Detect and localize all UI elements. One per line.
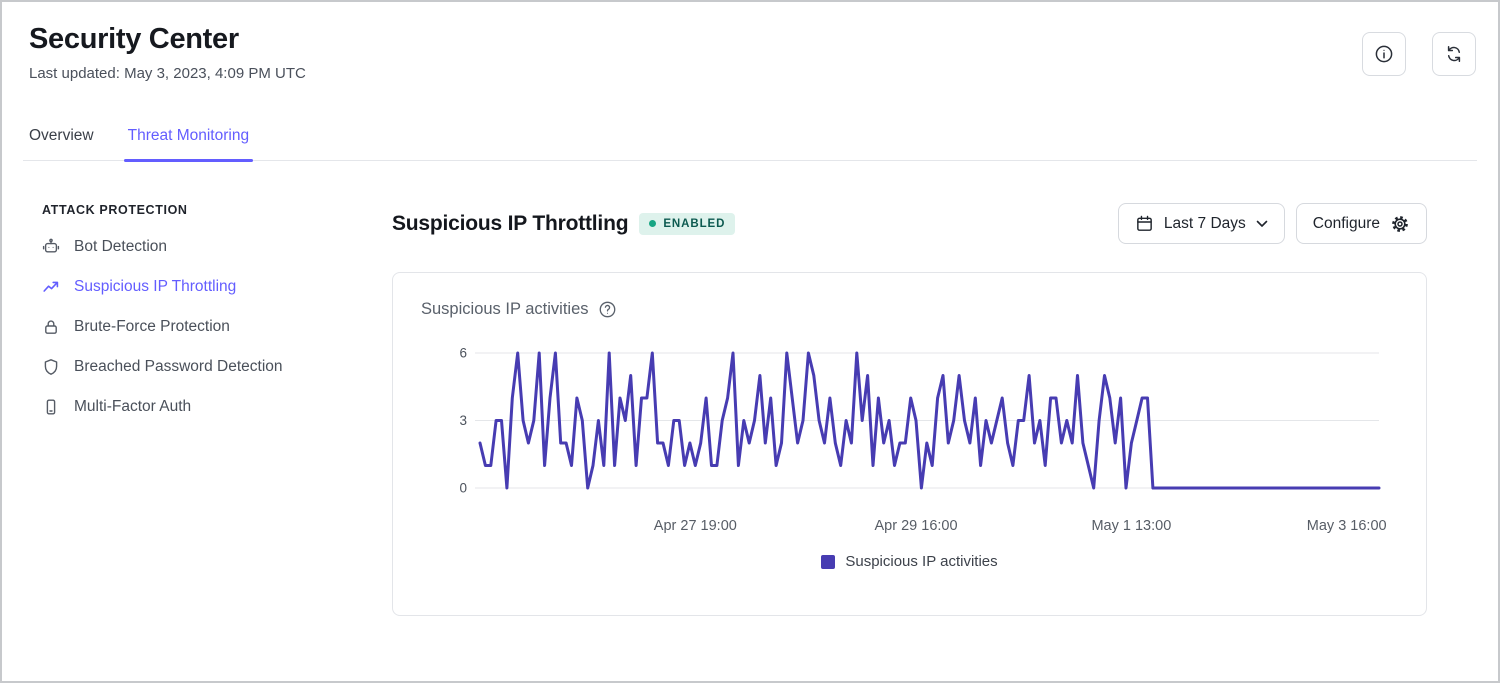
sidebar-item-multi-factor-auth[interactable]: Multi-Factor Auth xyxy=(42,397,392,417)
svg-text:May 3 16:00: May 3 16:00 xyxy=(1307,518,1387,534)
sidebar-item-brute-force-protection[interactable]: Brute-Force Protection xyxy=(42,317,392,337)
sidebar-item-label: Breached Password Detection xyxy=(74,358,283,375)
last-updated-text: Last updated: May 3, 2023, 4:09 PM UTC xyxy=(29,65,306,82)
sidebar-item-label: Brute-Force Protection xyxy=(74,318,230,335)
sidebar-item-suspicious-ip-throttling[interactable]: Suspicious IP Throttling xyxy=(42,277,392,297)
status-dot-icon xyxy=(649,220,657,227)
card-title: Suspicious IP activities xyxy=(421,300,589,318)
topbar: Security Center Last updated: May 3, 202… xyxy=(2,2,1498,82)
configure-label: Configure xyxy=(1312,214,1380,232)
sidebar-item-label: Suspicious IP Throttling xyxy=(74,278,237,295)
refresh-icon xyxy=(1444,44,1464,64)
sidebar-item-bot-detection[interactable]: Bot Detection xyxy=(42,237,392,257)
info-icon xyxy=(1374,44,1394,64)
legend-label: Suspicious IP activities xyxy=(845,553,998,570)
chevron-down-icon xyxy=(1256,220,1268,228)
main-header: Suspicious IP Throttling ENABLED xyxy=(392,203,1427,244)
tab-overview[interactable]: Overview xyxy=(29,127,94,144)
chart-legend: Suspicious IP activities xyxy=(421,553,1398,570)
chart-card: Suspicious IP activities 0 3 6 Apr 27 19:00… xyxy=(392,272,1427,616)
info-button[interactable] xyxy=(1362,32,1406,76)
refresh-button[interactable] xyxy=(1432,32,1476,76)
date-range-label: Last 7 Days xyxy=(1163,214,1246,232)
svg-text:May 1 13:00: May 1 13:00 xyxy=(1091,518,1171,534)
status-badge: ENABLED xyxy=(639,212,736,235)
chart-area: 0 3 6 Apr 27 19:00 Apr 29 16:00 May 1 13:00 Ma… xyxy=(421,333,1398,539)
calendar-icon xyxy=(1135,214,1154,233)
svg-text:6: 6 xyxy=(459,346,467,361)
sidebar-item-label: Multi-Factor Auth xyxy=(74,398,192,415)
section-title: Suspicious IP Throttling xyxy=(392,211,629,235)
status-badge-label: ENABLED xyxy=(663,217,726,230)
sidebar-item-label: Bot Detection xyxy=(74,238,168,255)
suspicious-ip-chart: 0 3 6 Apr 27 19:00 Apr 29 16:00 May 1 13:00 Ma… xyxy=(459,346,1387,535)
sidebar: ATTACK PROTECTION Bot Detection xyxy=(42,203,392,616)
content-body: ATTACK PROTECTION Bot Detection xyxy=(2,203,1498,616)
help-icon[interactable] xyxy=(598,300,617,319)
configure-button[interactable]: Configure xyxy=(1295,203,1427,244)
phone-icon xyxy=(42,398,60,416)
robot-icon xyxy=(42,238,60,256)
svg-text:Apr 29 16:00: Apr 29 16:00 xyxy=(875,518,958,534)
card-title-row: Suspicious IP activities xyxy=(421,300,1398,319)
sidebar-item-breached-password-detection[interactable]: Breached Password Detection xyxy=(42,357,392,377)
trend-up-icon xyxy=(42,278,60,296)
topbar-actions xyxy=(1362,32,1476,76)
gear-icon xyxy=(1390,214,1410,234)
main-content: Suspicious IP Throttling ENABLED xyxy=(392,203,1498,616)
tab-bar: Overview Threat Monitoring xyxy=(23,127,1477,162)
sidebar-heading: ATTACK PROTECTION xyxy=(42,203,188,217)
tab-threat-monitoring[interactable]: Threat Monitoring xyxy=(123,127,254,162)
header-actions: Last 7 Days Configure xyxy=(1117,203,1427,244)
svg-text:Apr 27 19:00: Apr 27 19:00 xyxy=(654,518,737,534)
lock-icon xyxy=(42,318,60,336)
svg-text:3: 3 xyxy=(459,413,467,428)
topbar-titles: Security Center Last updated: May 3, 202… xyxy=(29,23,306,82)
date-range-button[interactable]: Last 7 Days xyxy=(1117,203,1285,244)
legend-swatch-icon xyxy=(821,554,836,569)
shield-icon xyxy=(42,358,60,376)
page-title: Security Center xyxy=(29,23,239,55)
svg-text:0: 0 xyxy=(459,481,467,496)
